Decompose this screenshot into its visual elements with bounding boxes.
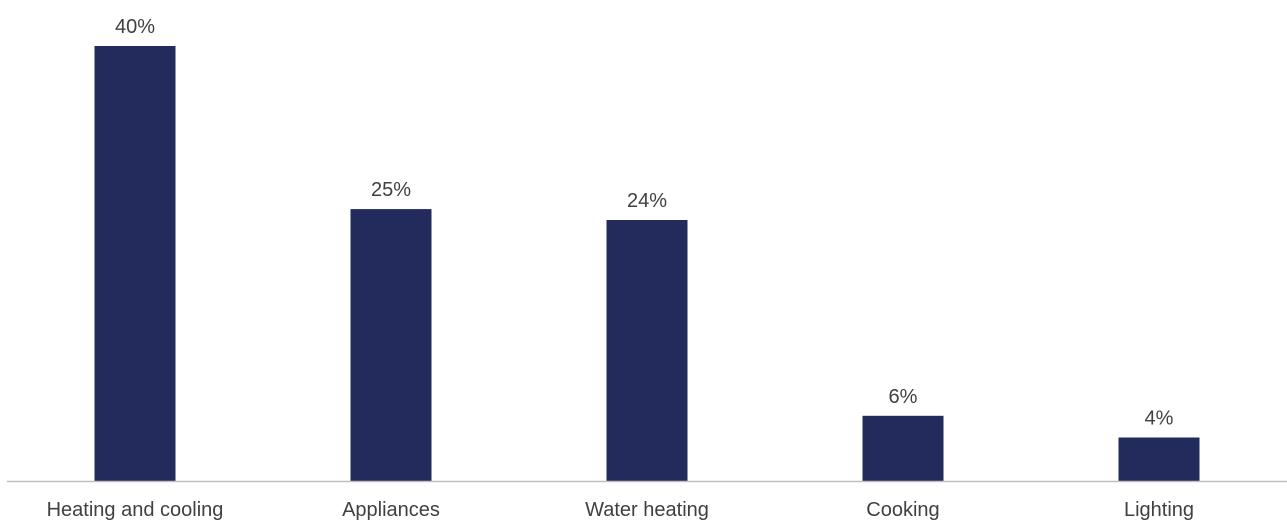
bars-group — [94, 46, 1200, 482]
x-tick-label-heating-and-cooling: Heating and cooling — [47, 499, 224, 521]
x-tick-label-cooking: Cooking — [866, 499, 939, 521]
bar-water-heating — [606, 220, 688, 481]
bar-appliances — [350, 209, 432, 481]
data-label-appliances: 25% — [371, 179, 411, 201]
x-tick-label-water-heating: Water heating — [585, 499, 709, 521]
data-label-heating-and-cooling: 40% — [115, 16, 155, 38]
data-label-water-heating: 24% — [627, 190, 667, 212]
bar-lighting — [1118, 437, 1200, 481]
data-label-lighting: 4% — [1145, 408, 1174, 430]
x-tick-label-lighting: Lighting — [1124, 499, 1194, 521]
data-labels-group: 40% 25% 24% 6% 4% — [115, 16, 1174, 430]
bar-cooking — [862, 415, 944, 482]
x-tick-labels-group: Heating and cooling Appliances Water heati… — [47, 499, 1194, 521]
data-label-cooking: 6% — [889, 386, 918, 408]
bar-heating-and-cooling — [94, 46, 176, 481]
x-tick-label-appliances: Appliances — [342, 499, 440, 521]
